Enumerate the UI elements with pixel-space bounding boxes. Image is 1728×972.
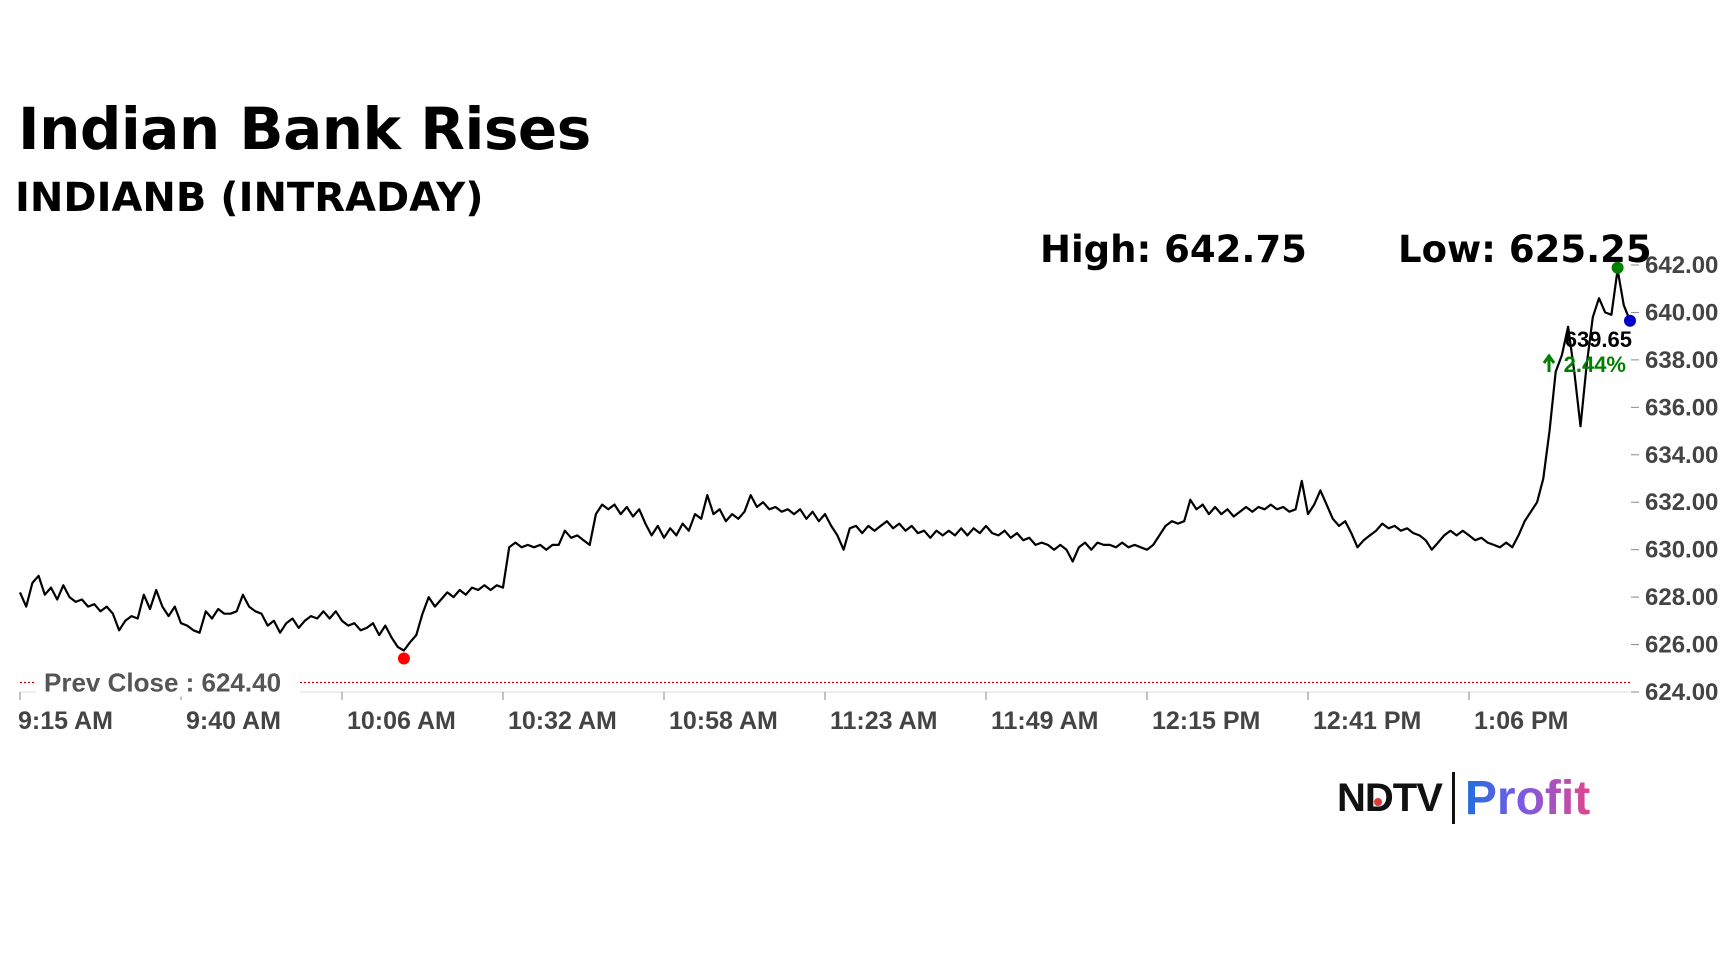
chart-subtitle: INDIANB (INTRADAY) (15, 175, 484, 221)
x-tick-label: 9:15 AM (18, 707, 113, 735)
y-tick-label: 628.00 (1645, 584, 1718, 611)
logo-divider (1451, 772, 1455, 824)
y-tick-label: 632.00 (1645, 489, 1718, 516)
chart-title: Indian Bank Rises (18, 95, 591, 163)
high-marker (1611, 261, 1624, 274)
logo-profit-text: Profit (1464, 771, 1591, 825)
logo-dot (1374, 797, 1382, 806)
change-percent-label: 2.44% (1564, 352, 1626, 377)
y-axis: 642.00 640.00 638.00 636.00 634.00 632.00 630.… (1631, 252, 1718, 706)
logo-ndtv-text: NDTV (1337, 775, 1443, 820)
price-series-line (18, 268, 1632, 652)
last-price-label: 639.65 (1565, 327, 1632, 352)
x-tick-label: 10:58 AM (669, 707, 778, 735)
x-tick-label: 10:06 AM (347, 707, 456, 735)
x-tick-label: 12:15 PM (1152, 707, 1260, 735)
last-price-marker (1624, 314, 1636, 327)
x-axis: 9:15 AM 9:40 AM 10:06 AM 10:32 AM 10:58 AM 11… (18, 691, 1630, 735)
y-tick-label: 634.00 (1645, 442, 1718, 469)
y-tick-label: 638.00 (1645, 347, 1718, 374)
y-tick-label: 636.00 (1645, 394, 1718, 421)
x-tick-label: 9:40 AM (186, 707, 281, 735)
y-tick-label: 624.00 (1645, 679, 1718, 706)
x-tick-label: 11:23 AM (830, 707, 937, 735)
y-tick-label: 640.00 (1645, 299, 1718, 326)
low-marker (397, 652, 410, 665)
prev-close-label-bg (36, 666, 300, 697)
low-label: Low: 625.25 (1398, 228, 1652, 271)
x-tick-label: 12:41 PM (1313, 707, 1421, 735)
y-tick-label: 630.00 (1645, 537, 1718, 564)
change-group: 2.44% (1542, 352, 1626, 377)
x-tick-label: 11:49 AM (991, 707, 1098, 735)
y-tick-label: 642.00 (1645, 252, 1718, 279)
high-label: High: 642.75 (1040, 228, 1307, 271)
up-arrow-icon (1542, 353, 1556, 372)
x-tick-label: 10:32 AM (508, 707, 617, 735)
ndtv-profit-logo: NDTV Profit (1337, 770, 1590, 826)
y-tick-label: 626.00 (1645, 632, 1718, 659)
prev-close-group: Prev Close : 624.40 (20, 666, 1630, 698)
prev-close-label: Prev Close : 624.40 (44, 668, 281, 698)
x-tick-label: 1:06 PM (1474, 707, 1568, 735)
